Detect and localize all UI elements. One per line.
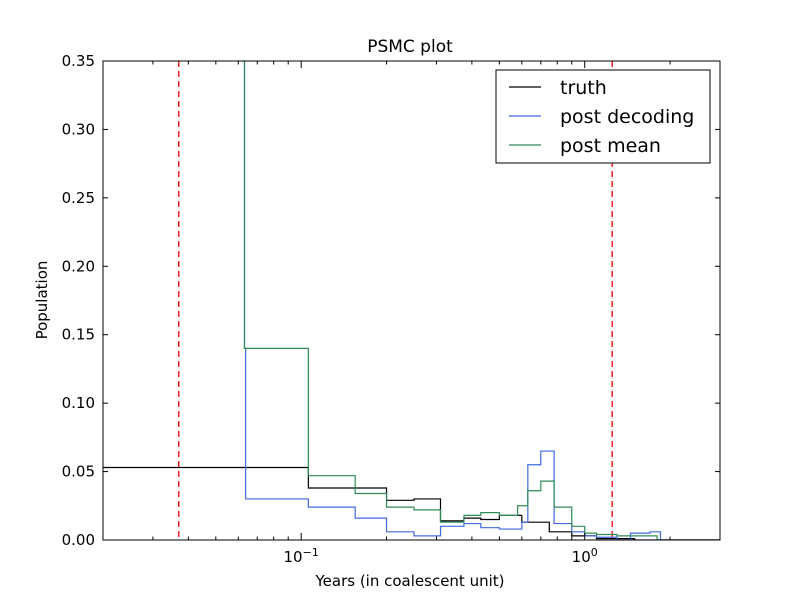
y-tick-label: 0.15 [62, 326, 95, 344]
x-axis-label: Years (in coalescent unit) [314, 572, 504, 590]
y-tick-label: 0.10 [62, 394, 95, 412]
legend: truth post decoding post mean [495, 69, 711, 164]
series-truth [103, 466, 720, 540]
y-tick-label: 0.00 [62, 531, 95, 549]
legend-label-post-decoding: post decoding [560, 106, 694, 128]
y-tick-label: 0.25 [62, 189, 95, 207]
y-tick-label: 0.20 [62, 257, 95, 275]
y-axis-label: Population [33, 261, 51, 340]
y-tick-label: 0.30 [62, 120, 95, 138]
legend-label-truth: truth [560, 77, 607, 99]
legend-label-post-mean: post mean [560, 135, 661, 157]
x-tick-label: 10−1 [284, 546, 319, 566]
plot-frame [102, 60, 721, 541]
series-post-mean [243, 61, 720, 540]
axes: 0.00 0.05 0.10 0.15 0.20 0.25 0.30 0.35 10−1 100 [62, 52, 721, 566]
x-tick-label: 100 [572, 546, 598, 566]
chart-title: PSMC plot [367, 37, 453, 57]
y-tick-label: 0.35 [62, 52, 95, 70]
y-tick-label: 0.05 [62, 463, 95, 481]
